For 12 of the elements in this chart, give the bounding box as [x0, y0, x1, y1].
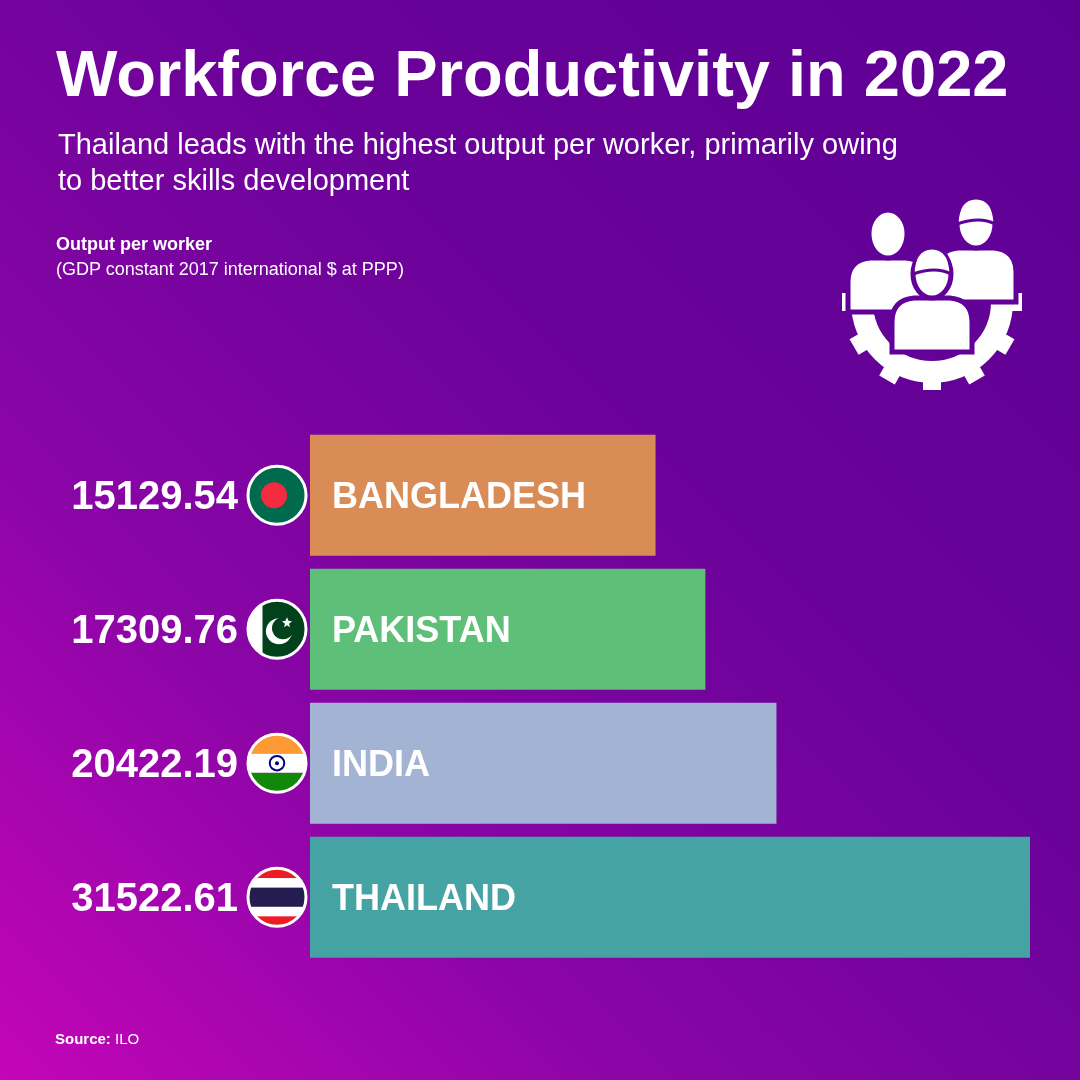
y-tick-label: BANGLADESH — [332, 474, 587, 516]
y-tick-label: PAKISTAN — [332, 608, 511, 650]
y-tick-label: INDIA — [332, 742, 430, 784]
data-label: 20422.19 — [71, 741, 238, 786]
chart-title: Workforce Productivity in 2022 — [56, 36, 1009, 111]
data-label: 31522.61 — [71, 875, 238, 920]
chart-subtitle: Thailand leads with the highest output per worker, primarily owing to better skills development — [58, 127, 899, 198]
y-tick-label: THAILAND — [332, 876, 516, 918]
data-label: 17309.76 — [71, 607, 238, 652]
text: Output per worker (GDP constant 2017 international $ at PPP) — [56, 233, 404, 281]
data-label: 15129.54 — [71, 473, 239, 518]
source-note: Source: ILO — [55, 1030, 140, 1047]
